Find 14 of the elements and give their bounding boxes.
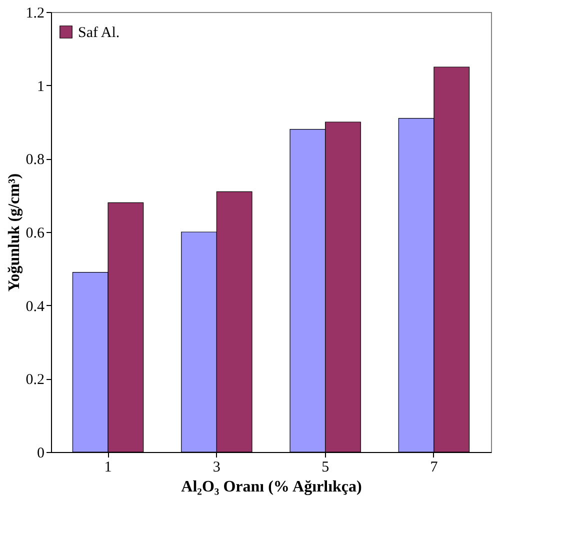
y-tick-label: 0 bbox=[37, 446, 44, 462]
y-tick-label: 1 bbox=[37, 78, 44, 95]
x-tick-label: 3 bbox=[212, 460, 220, 476]
x-tick-label: 1 bbox=[104, 460, 112, 476]
x-axis-title: Al₂O₃ Oranı (% Ağırlıkça) bbox=[181, 478, 362, 496]
y-tick-label: 0.4 bbox=[26, 298, 45, 315]
x-tick-label: 7 bbox=[430, 460, 438, 476]
y-tick-label: 0.2 bbox=[26, 372, 44, 388]
y-tick-label: 0.6 bbox=[26, 226, 45, 242]
y-axis-title: Yoğunluk (g/cm³) bbox=[6, 173, 23, 292]
x-tick-label: 5 bbox=[322, 460, 330, 476]
y-tick-label: 0.8 bbox=[26, 152, 44, 168]
legend-label: Saf Al. bbox=[78, 25, 120, 41]
y-tick-label: 1.2 bbox=[26, 6, 44, 22]
